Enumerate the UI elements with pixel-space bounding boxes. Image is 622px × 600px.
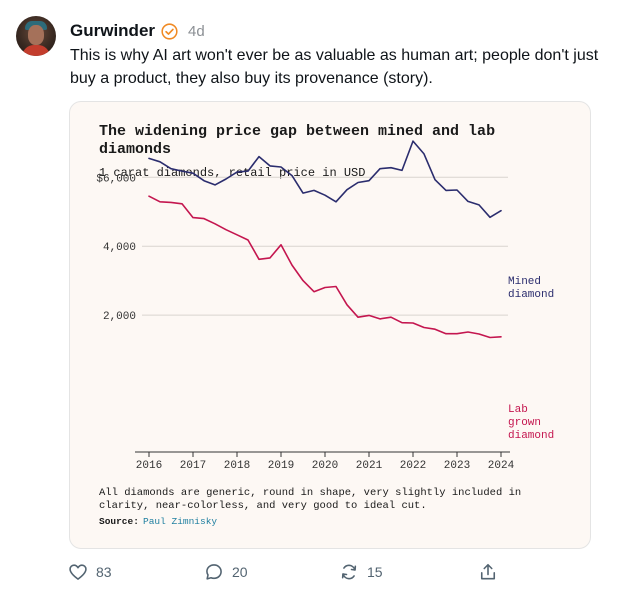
source-link[interactable]: Paul Zimnisky xyxy=(143,516,217,527)
footnote-line-2: clarity, near-colorless, and very good t… xyxy=(99,500,427,512)
reply-count: 20 xyxy=(232,564,248,580)
x-tick-label: 2024 xyxy=(488,460,515,472)
mined-label-line-1: Mined xyxy=(508,276,541,288)
chart-title-line-1: The widening price gap between mined and… xyxy=(99,123,495,140)
like-button[interactable]: 83 xyxy=(68,562,112,582)
chart-svg: The widening price gap between mined and… xyxy=(96,123,554,527)
post-text: This is why AI art won't ever be as valu… xyxy=(70,47,599,87)
x-tick-label: 2017 xyxy=(180,460,206,472)
y-axis-ticks: 2,000 4,000 $6,000 xyxy=(96,173,136,323)
heart-icon xyxy=(69,564,87,580)
post-header: Gurwinder 4d xyxy=(70,21,205,41)
lab-label-line-3: diamond xyxy=(508,430,554,442)
y-tick-label: 4,000 xyxy=(103,242,136,254)
reply-button[interactable]: 20 xyxy=(204,562,248,582)
x-tick-label: 2021 xyxy=(356,460,383,472)
x-tick-label: 2019 xyxy=(268,460,294,472)
comment-icon xyxy=(206,564,222,580)
lab-label-line-2: grown xyxy=(508,417,541,429)
y-tick-label: 2,000 xyxy=(103,311,136,323)
chart-title-line-2: diamonds xyxy=(99,141,171,158)
series-line-mined-diamond xyxy=(148,140,502,219)
avatar[interactable] xyxy=(16,16,56,56)
chart-card[interactable]: The widening price gap between mined and… xyxy=(69,101,591,549)
footnote-line-1: All diamonds are generic, round in shape… xyxy=(99,487,521,499)
repost-icon xyxy=(341,564,357,580)
x-tick-label: 2020 xyxy=(312,460,338,472)
share-button[interactable] xyxy=(478,562,498,582)
x-tick-label: 2018 xyxy=(224,460,250,472)
chart-gridlines xyxy=(142,176,508,316)
repost-button[interactable]: 15 xyxy=(339,562,383,582)
author-name[interactable]: Gurwinder xyxy=(70,21,156,40)
post-time[interactable]: 4d xyxy=(188,22,205,40)
series-line-lab-grown-diamond xyxy=(148,195,502,339)
y-tick-label: $6,000 xyxy=(96,173,136,185)
mined-label-line-2: diamond xyxy=(508,289,554,301)
repost-count: 15 xyxy=(367,564,383,580)
like-count: 83 xyxy=(96,564,112,580)
x-axis-ticks: 2016 2017 2018 2019 2020 2021 2022 2023 2024 xyxy=(136,452,515,472)
chart-series xyxy=(148,140,502,339)
lab-label-line-1: Lab xyxy=(508,404,528,416)
share-icon xyxy=(480,563,496,580)
verified-badge-icon xyxy=(161,22,178,40)
x-tick-label: 2022 xyxy=(400,460,426,472)
post-actions: 83 20 15 xyxy=(0,560,622,588)
chart-subtitle: 1 carat diamonds, retail price in USD xyxy=(99,166,365,180)
source-label: Source: xyxy=(99,516,139,527)
x-tick-label: 2016 xyxy=(136,460,162,472)
x-tick-label: 2023 xyxy=(444,460,470,472)
